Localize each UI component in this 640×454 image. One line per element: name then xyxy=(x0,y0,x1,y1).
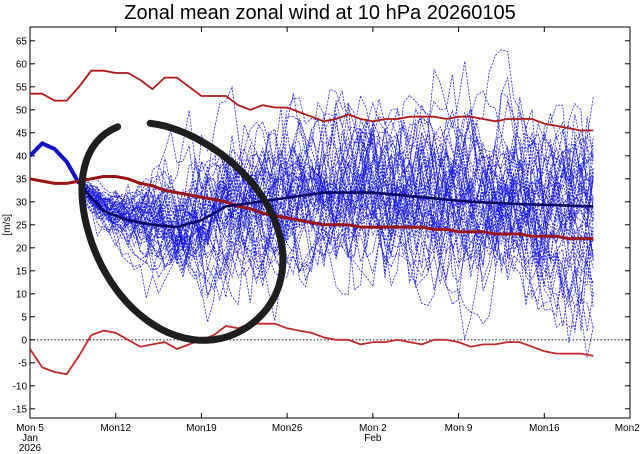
ensemble-member-line xyxy=(30,133,594,259)
x-tick-label: Mon12 xyxy=(100,423,131,434)
ensemble-member-line xyxy=(30,130,594,273)
y-tick-label: 5 xyxy=(21,312,27,323)
x-tick-sublabel: Jan xyxy=(22,433,38,444)
x-tick-label: Mon16 xyxy=(529,423,560,434)
y-tick-label: 35 xyxy=(16,174,28,185)
y-tick-label: 30 xyxy=(16,197,28,208)
ensemble-member-line xyxy=(30,61,594,269)
ensemble-member-line xyxy=(30,131,594,325)
y-tick-label: 0 xyxy=(21,335,27,346)
ensemble-member-line xyxy=(30,142,594,358)
ensemble-member-line xyxy=(30,126,594,273)
ensemble-member-line xyxy=(30,142,594,295)
ensemble-start-line xyxy=(30,141,81,185)
ensemble-member-line xyxy=(30,100,594,333)
ensemble-member-line xyxy=(30,92,594,280)
x-tick-label: Mon23 xyxy=(615,423,640,434)
ensemble-member-line xyxy=(30,129,594,279)
y-tick-label: 15 xyxy=(16,266,28,277)
ensemble-member-line xyxy=(30,108,594,258)
x-tick-sublabel: Feb xyxy=(364,433,382,444)
ensemble-mean-line xyxy=(78,182,594,229)
x-tick-label: Mon 9 xyxy=(445,423,473,434)
y-tick-label: 25 xyxy=(16,220,28,231)
y-tick-label: 50 xyxy=(16,105,28,116)
ensemble-member-line xyxy=(30,120,594,288)
ensemble-member-line xyxy=(30,94,594,265)
ensemble-member-line xyxy=(30,118,594,288)
climatology-lower-line xyxy=(30,322,594,376)
ensemble-member-line xyxy=(30,97,594,274)
ensemble-member-line xyxy=(30,104,594,307)
y-tick-label: 55 xyxy=(16,82,28,93)
y-tick-label: 60 xyxy=(16,59,28,70)
ensemble-member-line xyxy=(30,118,594,262)
ensemble-member-line xyxy=(30,102,594,255)
climatology-upper-line xyxy=(30,69,594,132)
ensemble-member-line xyxy=(30,94,594,321)
y-tick-label: 45 xyxy=(16,128,28,139)
x-tick-label: Mon 2 xyxy=(359,423,387,434)
y-tick-label: 10 xyxy=(16,289,28,300)
series-layer xyxy=(30,49,594,376)
chart-title: Zonal mean zonal wind at 10 hPa 20260105 xyxy=(124,2,516,24)
x-tick-sublabel-year: 2026 xyxy=(19,443,42,454)
y-tick-label: 40 xyxy=(16,151,28,162)
y-tick-label: 20 xyxy=(16,243,28,254)
x-tick-label: Mon26 xyxy=(272,423,303,434)
y-tick-label: 65 xyxy=(16,36,28,47)
ensemble-member-line xyxy=(30,89,594,305)
y-axis-label: [m/s] xyxy=(2,214,13,236)
ensemble-member-line xyxy=(30,142,594,298)
ensemble-member-line xyxy=(30,129,594,280)
ensemble-member-line xyxy=(30,115,594,311)
y-tick-label: -15 xyxy=(13,404,28,415)
ensemble-member-line xyxy=(30,93,594,303)
ensemble-member-line xyxy=(30,142,594,285)
y-tick-label: -5 xyxy=(18,358,27,369)
y-axis: -15 -10 -5 0 5 10 15 20 25 30 35 40 45 50 55 60 65 xyxy=(13,36,630,415)
x-tick-label: Mon19 xyxy=(186,423,217,434)
annotation-ellipse xyxy=(78,119,287,344)
ensemble-member-line xyxy=(30,90,594,331)
y-tick-label: -10 xyxy=(13,381,28,392)
climatology-mean-line xyxy=(30,175,594,241)
x-tick-label: Mon 5 xyxy=(16,423,44,434)
